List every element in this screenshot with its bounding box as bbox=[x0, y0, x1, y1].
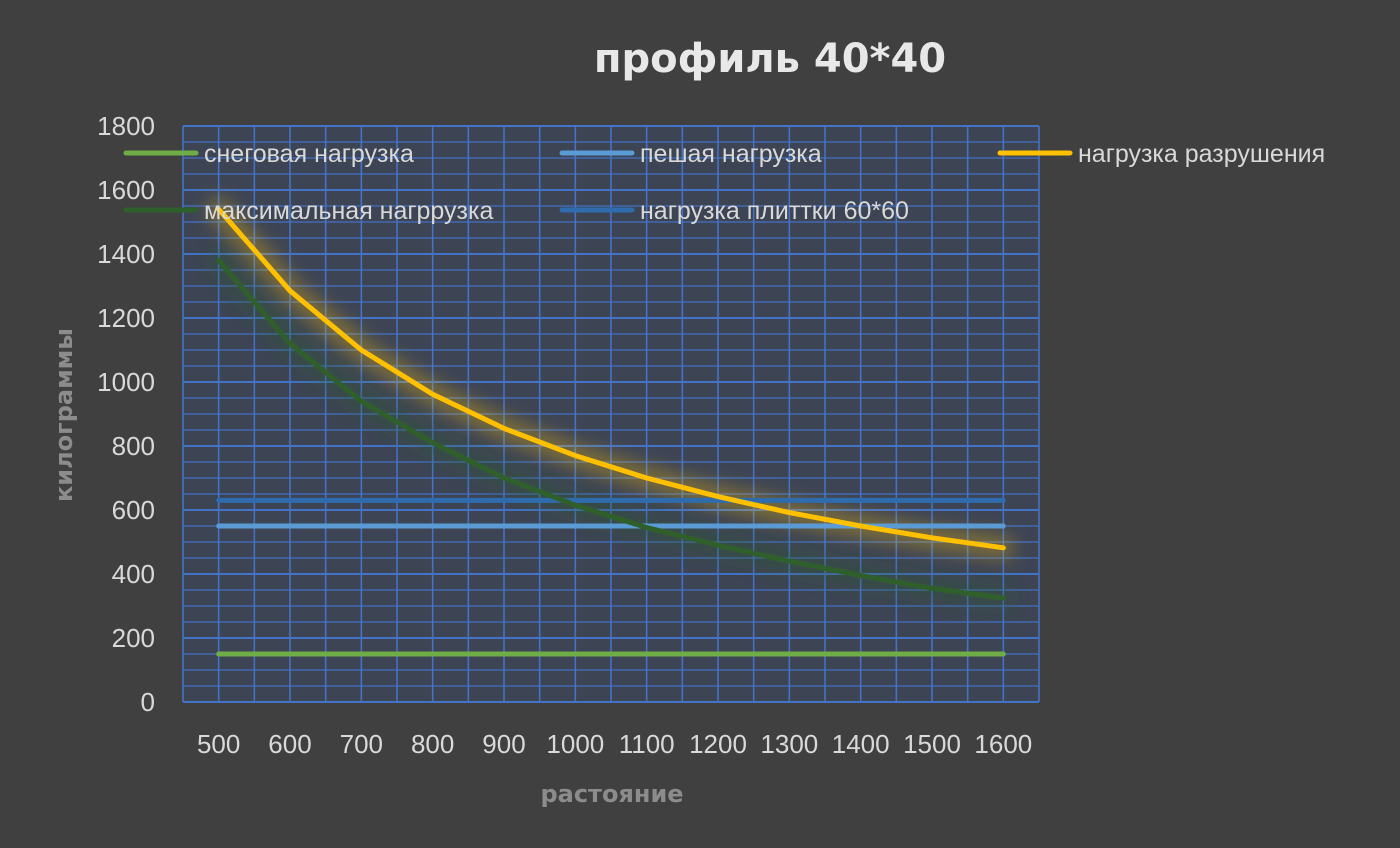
x-tick-label: 1400 bbox=[832, 729, 890, 759]
x-tick-label: 700 bbox=[340, 729, 383, 759]
legend-entry: нагрузка плиттки 60*60 bbox=[559, 197, 909, 225]
x-tick-label: 1600 bbox=[974, 729, 1032, 759]
series-line bbox=[216, 206, 1006, 551]
x-tick-label: 800 bbox=[411, 729, 454, 759]
y-axis-title: килограммы bbox=[50, 328, 78, 502]
legend-label: пешая нагрузка bbox=[640, 140, 822, 168]
x-tick-label: 1500 bbox=[903, 729, 961, 759]
y-tick-label: 600 bbox=[112, 495, 155, 525]
legend-entry: снеговая нагрузка bbox=[123, 140, 414, 168]
x-tick-label: 1000 bbox=[546, 729, 604, 759]
x-tick-label: 1100 bbox=[619, 729, 675, 759]
y-tick-label: 1200 bbox=[97, 303, 155, 333]
y-tick-label: 800 bbox=[112, 431, 155, 461]
legend-entry: пешая нагрузка bbox=[559, 140, 822, 168]
legend-label: снеговая нагрузка bbox=[204, 140, 414, 168]
x-axis-ticks: 500 600 700 800 900 1000 1100 1200 1300 1400 1500 1… bbox=[197, 729, 1032, 759]
x-tick-label: 1200 bbox=[689, 729, 747, 759]
y-axis-ticks: 0 200 400 600 800 1000 1200 1400 1600 1800 bbox=[97, 111, 155, 717]
x-axis-title: растояние bbox=[540, 780, 683, 808]
y-tick-label: 400 bbox=[112, 559, 155, 589]
legend: снеговая нагрузка пешая нагрузка нагрузка … bbox=[123, 140, 1325, 225]
x-tick-label: 900 bbox=[482, 729, 525, 759]
x-tick-label: 600 bbox=[268, 729, 311, 759]
y-tick-label: 200 bbox=[112, 623, 155, 653]
y-tick-label: 0 bbox=[141, 687, 155, 717]
y-tick-label: 1800 bbox=[97, 111, 155, 141]
series-lines bbox=[216, 206, 1006, 657]
legend-label: нагрузка плиттки 60*60 bbox=[640, 197, 909, 225]
legend-label: нагрузка разрушения bbox=[1078, 140, 1325, 168]
x-tick-label: 500 bbox=[197, 729, 240, 759]
legend-entry: максимальная нагррузка bbox=[123, 197, 493, 225]
x-tick-label: 1300 bbox=[760, 729, 818, 759]
y-tick-label: 1600 bbox=[97, 175, 155, 205]
chart-title: профиль 40*40 bbox=[594, 36, 946, 82]
legend-entry: нагрузка разрушения bbox=[997, 140, 1325, 168]
series-line bbox=[216, 257, 1006, 601]
y-tick-label: 1000 bbox=[97, 367, 155, 397]
y-tick-label: 1400 bbox=[97, 239, 155, 269]
legend-label: максимальная нагррузка bbox=[204, 197, 493, 225]
